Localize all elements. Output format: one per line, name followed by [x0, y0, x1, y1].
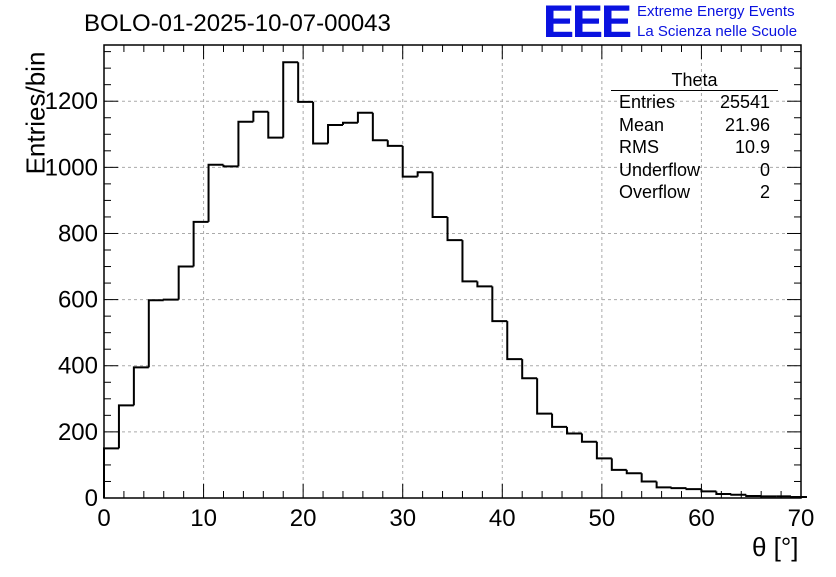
histogram-bin [731, 494, 746, 495]
stats-row-overflow: Overflow 2 [611, 181, 778, 204]
histogram-bin [194, 222, 209, 267]
stats-label: Entries [619, 91, 675, 114]
eee-logo: EEE [543, 0, 630, 46]
x-tick-label: 10 [190, 505, 217, 532]
stats-label: Mean [619, 114, 664, 137]
stats-value: 0 [760, 159, 770, 182]
x-tick-label: 40 [489, 505, 516, 532]
stats-row-entries: Entries 25541 [611, 91, 778, 114]
stats-row-mean: Mean 21.96 [611, 114, 778, 137]
stats-title: Theta [611, 70, 778, 91]
stats-value: 25541 [720, 91, 770, 114]
histogram-bin [462, 240, 477, 281]
histogram-bin [179, 267, 194, 300]
histogram-bin [149, 300, 164, 367]
histogram-bin [522, 359, 537, 378]
y-tick-label: 1000 [45, 154, 98, 181]
eee-tagline-1: Extreme Energy Events [637, 3, 795, 20]
histogram-bin [701, 489, 716, 491]
histogram-bin [298, 62, 313, 102]
y-tick-label: 0 [85, 485, 98, 512]
histogram-bin [582, 434, 597, 442]
x-tick-label: 20 [290, 505, 317, 532]
x-tick-label: 70 [788, 505, 815, 532]
histogram-bin [164, 300, 179, 301]
histogram-bin [567, 427, 582, 434]
histogram-bin [253, 112, 268, 122]
stats-label: RMS [619, 136, 659, 159]
histogram-bin [612, 458, 627, 470]
histogram-bin [328, 125, 343, 144]
y-tick-label: 600 [58, 287, 98, 314]
histogram-bin [492, 286, 507, 321]
histogram-bin [313, 102, 328, 144]
y-tick-label: 800 [58, 220, 98, 247]
histogram-bin [552, 414, 567, 427]
histogram-bin [686, 488, 701, 489]
stats-row-underflow: Underflow 0 [611, 159, 778, 182]
stats-value: 21.96 [725, 114, 770, 137]
histogram-bin [672, 487, 687, 488]
y-tick-label: 200 [58, 419, 98, 446]
histogram-bin [507, 321, 522, 359]
stats-row-rms: RMS 10.9 [611, 136, 778, 159]
stats-value: 2 [760, 181, 770, 204]
histogram-bin [209, 165, 224, 222]
histogram-bin [388, 140, 403, 146]
x-tick-label: 50 [589, 505, 616, 532]
histogram-bin [448, 217, 463, 240]
histogram-bin [642, 473, 657, 481]
histogram-bin [223, 165, 238, 167]
stats-box: Theta Entries 25541 Mean 21.96 RMS 10.9 … [611, 70, 778, 204]
x-tick-label: 60 [688, 505, 715, 532]
histogram-bin [627, 470, 642, 473]
y-axis-label: Entries/bin [21, 52, 52, 175]
histogram-bin [418, 172, 433, 176]
histogram-bin [104, 448, 119, 498]
stats-value: 10.9 [735, 136, 770, 159]
histogram-bin [746, 495, 761, 496]
histogram-bin [119, 405, 134, 448]
stats-label: Underflow [619, 159, 700, 182]
histogram-bin [268, 112, 283, 138]
histogram-bin [537, 378, 552, 413]
histogram-bin [477, 281, 492, 286]
histogram-bin [716, 491, 731, 494]
histogram-bin [373, 113, 388, 140]
run-title: BOLO-01-2025-10-07-00043 [84, 10, 391, 38]
histogram-bin [403, 146, 418, 177]
histogram-bin [343, 123, 358, 125]
x-tick-label: 0 [97, 505, 110, 532]
x-axis-label: θ [°] [752, 532, 799, 563]
x-tick-label: 30 [389, 505, 416, 532]
histogram-bin [597, 442, 612, 459]
stats-label: Overflow [619, 181, 690, 204]
histogram-bin [433, 172, 448, 217]
histogram-bin [283, 62, 298, 137]
y-tick-label: 1200 [45, 88, 98, 115]
histogram-bin [134, 367, 149, 405]
eee-tagline-2: La Scienza nelle Scuole [637, 23, 797, 40]
histogram-bin [238, 122, 253, 167]
histogram-bin [657, 481, 672, 487]
y-tick-label: 400 [58, 353, 98, 380]
histogram-bin [358, 113, 373, 123]
